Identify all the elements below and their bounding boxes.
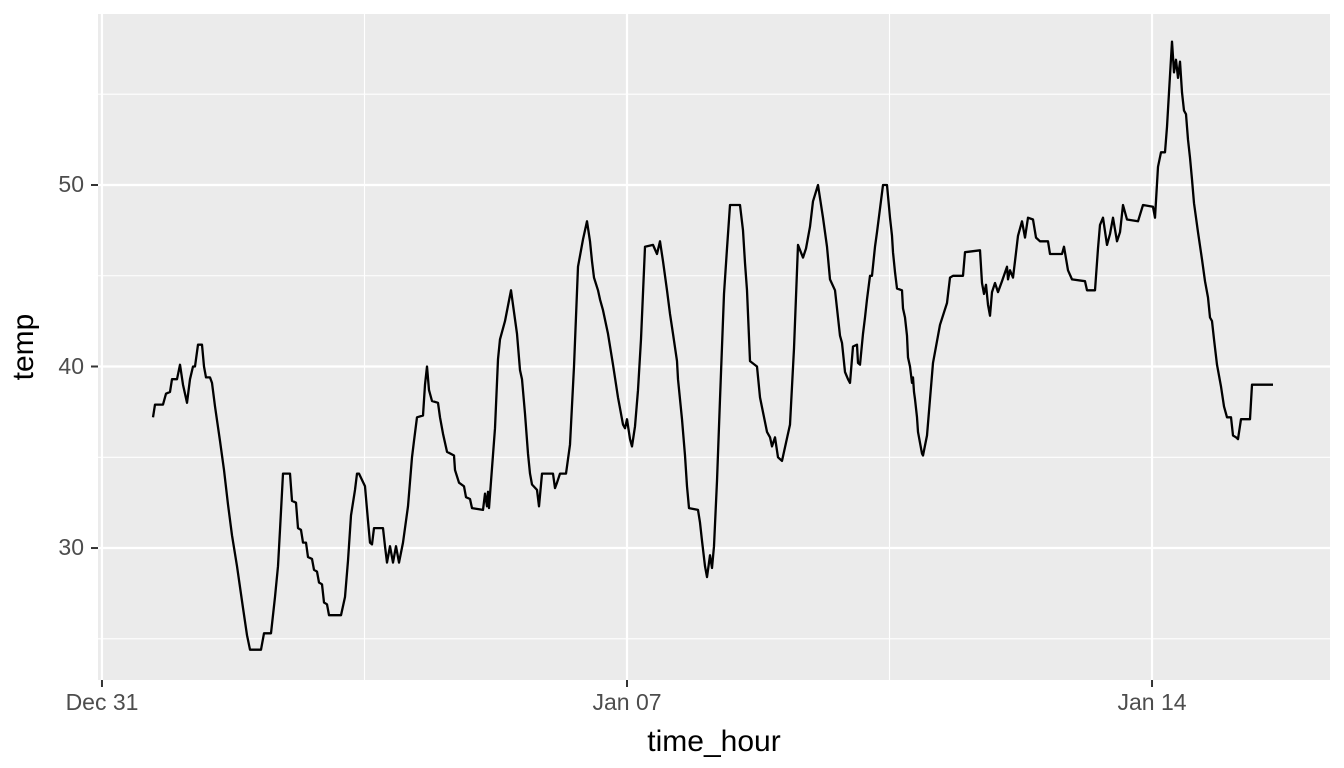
x-axis-title: time_hour xyxy=(647,725,781,758)
y-tick-label-40: 40 xyxy=(58,353,84,379)
x-tick-label-dec31: Dec 31 xyxy=(65,689,139,715)
y-axis-title: temp xyxy=(7,313,40,381)
x-tick-label-jan14: Jan 14 xyxy=(1117,689,1187,715)
y-tick-label-50: 50 xyxy=(58,171,84,197)
x-tick-label-jan07: Jan 07 xyxy=(592,689,662,715)
y-tick-label-30: 30 xyxy=(58,534,84,560)
plot-panel xyxy=(98,14,1330,680)
temp-line-series xyxy=(151,40,1273,651)
